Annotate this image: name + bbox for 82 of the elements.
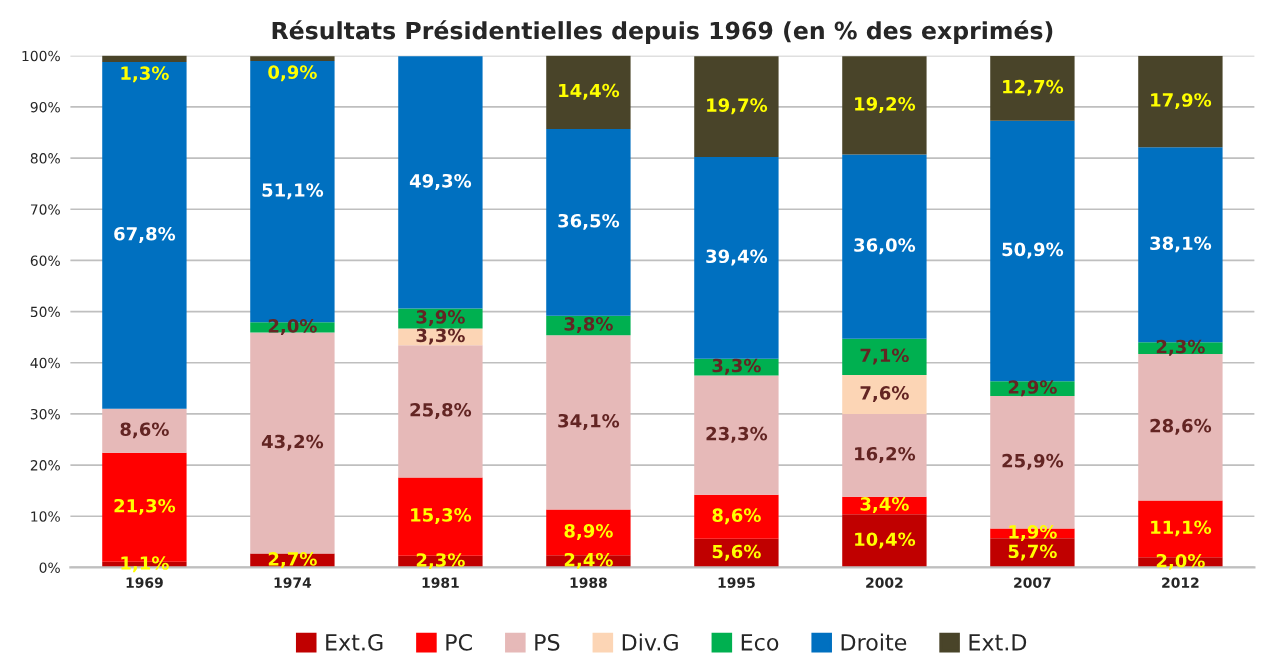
data-label: 7,6% bbox=[860, 386, 909, 403]
bar bbox=[546, 128, 631, 316]
bar bbox=[694, 157, 779, 359]
data-label: 2,9% bbox=[1008, 380, 1057, 397]
data-label: 3,9% bbox=[416, 310, 465, 327]
legend-label: Droite bbox=[841, 633, 907, 651]
data-label: 2,0% bbox=[268, 319, 317, 336]
data-label: 15,3% bbox=[411, 508, 472, 525]
data-label: 12,7% bbox=[1003, 79, 1064, 96]
data-label: 36,5% bbox=[558, 213, 620, 230]
data-label: 5,6% bbox=[712, 544, 761, 561]
data-label: 16,2% bbox=[855, 446, 916, 463]
bar bbox=[1138, 354, 1223, 501]
data-label: 3,3% bbox=[712, 358, 761, 375]
data-label: 3,4% bbox=[860, 497, 909, 514]
data-label: 8,6% bbox=[712, 508, 761, 525]
bar bbox=[694, 375, 779, 495]
data-label: 19,7% bbox=[707, 98, 768, 115]
data-label: 34,1% bbox=[558, 413, 620, 430]
data-label: 11,1% bbox=[1151, 520, 1212, 537]
bar bbox=[842, 413, 927, 497]
bar bbox=[842, 338, 927, 376]
data-label: 50,9% bbox=[1002, 242, 1064, 259]
chart-title: Résultats Présidentielles depuis 1969 (en % des exprimés) bbox=[272, 20, 1053, 44]
data-label: 19,2% bbox=[855, 96, 916, 113]
data-label: 3,3% bbox=[416, 328, 465, 345]
bar bbox=[1138, 55, 1223, 148]
data-label: 67,8% bbox=[114, 226, 176, 243]
bar bbox=[1138, 147, 1223, 343]
bar bbox=[398, 56, 483, 309]
bar bbox=[102, 61, 187, 409]
data-label: 28,6% bbox=[1150, 418, 1212, 435]
bar bbox=[990, 120, 1075, 382]
bar bbox=[990, 396, 1075, 529]
data-label: 49,3% bbox=[409, 173, 472, 190]
bar bbox=[250, 60, 335, 323]
data-label: 1,9% bbox=[1009, 524, 1057, 541]
data-label: 17,9% bbox=[1151, 93, 1212, 110]
data-label: 10,4% bbox=[855, 532, 916, 549]
legend-label: PC bbox=[446, 633, 472, 651]
data-label: 8,9% bbox=[564, 523, 613, 540]
data-label: 1,3% bbox=[121, 66, 169, 83]
data-label: 36,0% bbox=[854, 238, 916, 255]
data-label: 2,4% bbox=[564, 552, 613, 569]
legend-label: Eco bbox=[741, 634, 779, 651]
bar bbox=[990, 55, 1075, 121]
data-label: 51,1% bbox=[262, 183, 324, 200]
data-label: 2,3% bbox=[416, 553, 465, 570]
bar bbox=[842, 375, 927, 414]
bar bbox=[694, 494, 779, 539]
data-label: 5,7% bbox=[1008, 544, 1057, 561]
legend-label: PS bbox=[535, 633, 560, 651]
data-label: 25,9% bbox=[1002, 453, 1064, 470]
bar bbox=[102, 408, 187, 453]
bar bbox=[842, 56, 927, 155]
data-label: 3,8% bbox=[564, 317, 613, 333]
bar bbox=[546, 55, 631, 129]
data-label: 7,1% bbox=[860, 348, 909, 365]
data-label: 2,7% bbox=[268, 552, 317, 569]
data-label: 8,6% bbox=[120, 422, 169, 439]
bar bbox=[398, 345, 483, 478]
bar bbox=[842, 154, 927, 339]
data-label: 14,4% bbox=[559, 83, 620, 100]
data-label: 0,9% bbox=[268, 65, 317, 82]
bar bbox=[102, 55, 187, 62]
legend-label: Div.G bbox=[622, 633, 678, 651]
bar bbox=[546, 335, 631, 510]
data-label: 23,3% bbox=[706, 426, 768, 443]
data-label: 21,3% bbox=[114, 498, 176, 515]
bar bbox=[250, 332, 335, 554]
legend-label: Ext.D bbox=[969, 634, 1027, 651]
bar bbox=[1138, 500, 1223, 558]
data-label: 38,1% bbox=[1150, 236, 1212, 253]
bar bbox=[842, 514, 927, 568]
legend-label: Ext.G bbox=[326, 633, 383, 651]
bar bbox=[546, 509, 631, 556]
bar bbox=[694, 56, 779, 158]
data-label: 25,8% bbox=[410, 402, 472, 419]
data-label: 2,3% bbox=[1156, 339, 1205, 356]
data-label: 43,2% bbox=[261, 434, 324, 451]
bar bbox=[398, 477, 483, 556]
data-label: 39,4% bbox=[706, 249, 768, 266]
